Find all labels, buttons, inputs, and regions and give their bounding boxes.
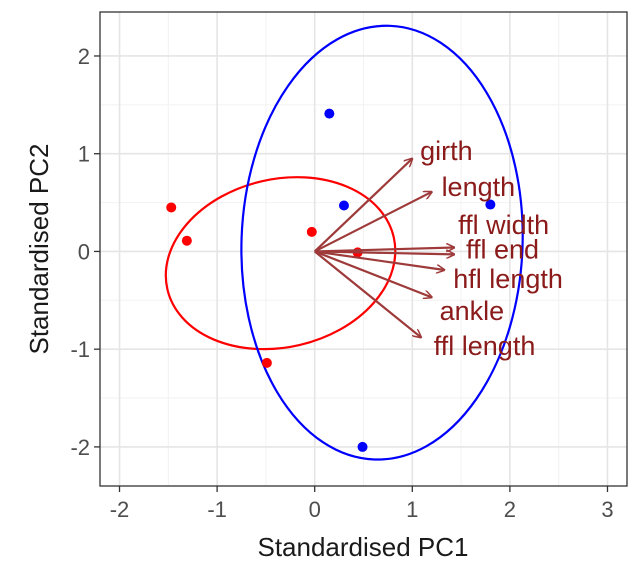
x-tick-label: 0 (309, 497, 321, 522)
loading-label-1: girth (420, 136, 473, 166)
loading-arrow-5 (314, 250, 445, 270)
data-point-group-2 (324, 108, 335, 119)
x-tick-label: 2 (504, 497, 516, 522)
data-point-group-2 (357, 441, 368, 452)
data-point-group-2 (338, 200, 349, 211)
x-tick-label: -1 (207, 497, 227, 522)
loading-arrows (313, 159, 455, 338)
x-tick-label: 1 (406, 497, 418, 522)
data-point-group-1 (181, 235, 192, 246)
x-axis-title: Standardised PC1 (257, 532, 468, 562)
loading-arrow-1 (313, 159, 413, 253)
points (166, 108, 496, 452)
loading-arrow-7 (314, 250, 421, 337)
y-tick-label: 1 (78, 142, 90, 167)
loading-arrow-3 (314, 248, 455, 253)
loading-label-4: ffl end (466, 234, 539, 264)
data-point-group-2 (485, 199, 496, 210)
y-tick-label: 2 (78, 44, 90, 69)
ellipses (164, 24, 524, 461)
loading-label-5: hfl length (453, 264, 563, 294)
y-axis-title: Standardised PC2 (24, 143, 54, 354)
grid (100, 12, 627, 486)
y-tick-label: -1 (70, 337, 90, 362)
loading-label-2: length (442, 172, 516, 202)
loading-label-7: ffl length (434, 331, 536, 361)
data-point-group-1 (306, 226, 317, 237)
x-tick-label: -2 (110, 497, 130, 522)
y-axis: -2 -1 0 1 2 (70, 44, 100, 460)
loading-arrow-2 (314, 192, 432, 253)
group-ellipse-2 (240, 24, 524, 461)
loading-label-6: ankle (440, 296, 505, 326)
y-tick-label: 0 (78, 239, 90, 264)
x-tick-label: 3 (601, 497, 613, 522)
data-point-group-1 (166, 202, 177, 213)
x-axis: -2 -1 0 1 2 3 (110, 486, 614, 522)
loading-arrow-4 (314, 251, 455, 254)
panel-border (99, 11, 628, 487)
data-point-group-1 (261, 357, 272, 368)
group-ellipse-1 (164, 176, 397, 351)
loading-arrow-6 (314, 250, 432, 297)
y-tick-label: -2 (70, 435, 90, 460)
loading-label-3: ffl width (458, 210, 549, 240)
